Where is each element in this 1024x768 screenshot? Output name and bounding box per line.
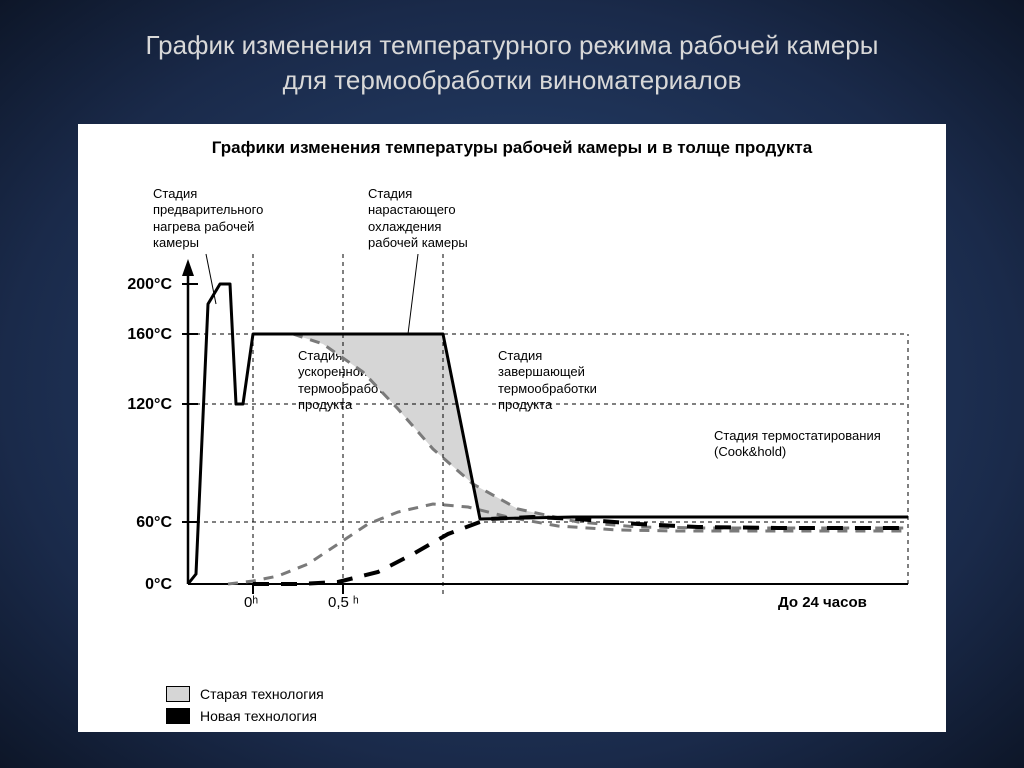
slide-title-line2: для термообработки виноматериалов (283, 65, 742, 95)
legend-item-new: Новая технология (166, 708, 324, 724)
chart-figure: Графики изменения температуры рабочей ка… (78, 124, 946, 732)
legend-swatch-old (166, 686, 190, 702)
legend-item-old: Старая технология (166, 686, 324, 702)
chart-svg (78, 124, 946, 624)
legend: Старая технология Новая технология (166, 680, 324, 724)
slide-root: График изменения температурного режима р… (0, 0, 1024, 768)
slide-title: График изменения температурного режима р… (40, 0, 984, 98)
legend-swatch-new (166, 708, 190, 724)
slide-title-line1: График изменения температурного режима р… (146, 30, 879, 60)
legend-label-new: Новая технология (200, 708, 317, 724)
legend-label-old: Старая технология (200, 686, 324, 702)
